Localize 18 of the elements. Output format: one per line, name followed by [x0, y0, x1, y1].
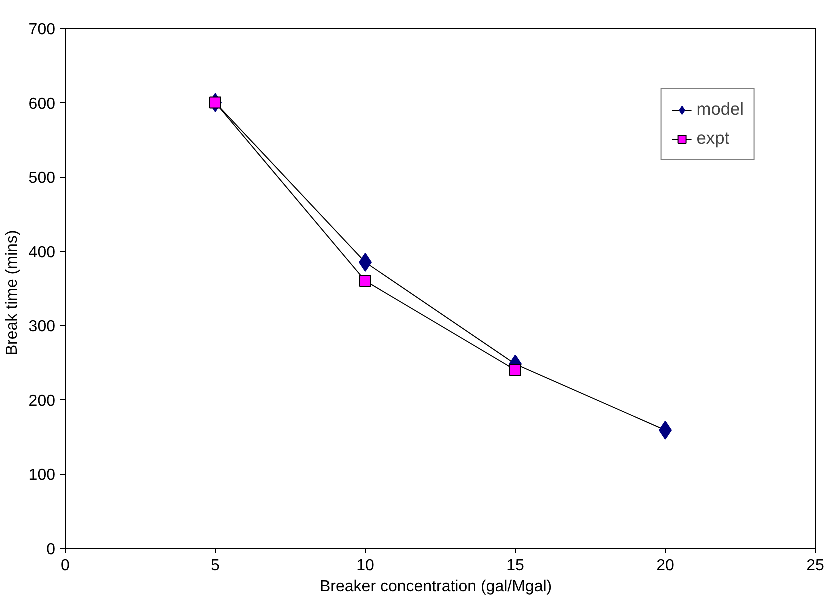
- y-tick-label: 200: [28, 392, 56, 410]
- x-tick-label: 25: [806, 558, 824, 574]
- legend-label: expt: [696, 128, 730, 149]
- x-tick-label: 15: [506, 558, 524, 574]
- x-tick-label: 0: [61, 558, 70, 574]
- x-axis-title: Breaker concentration (gal/Mgal): [320, 578, 552, 596]
- y-tick-label: 500: [28, 170, 56, 188]
- y-tick-label: 100: [28, 467, 56, 484]
- legend-label: model: [696, 99, 744, 120]
- y-tick-label: 0: [46, 542, 56, 558]
- y-tick-label: 600: [28, 96, 56, 113]
- y-tick-label: 400: [28, 244, 56, 262]
- y-tick-label: 300: [28, 318, 56, 336]
- x-tick-label: 5: [211, 558, 220, 574]
- y-tick-label: 700: [28, 22, 56, 38]
- y-axis-title: Break time (mins): [4, 230, 21, 356]
- x-tick-label: 20: [656, 558, 674, 574]
- x-tick-label: 10: [356, 558, 374, 574]
